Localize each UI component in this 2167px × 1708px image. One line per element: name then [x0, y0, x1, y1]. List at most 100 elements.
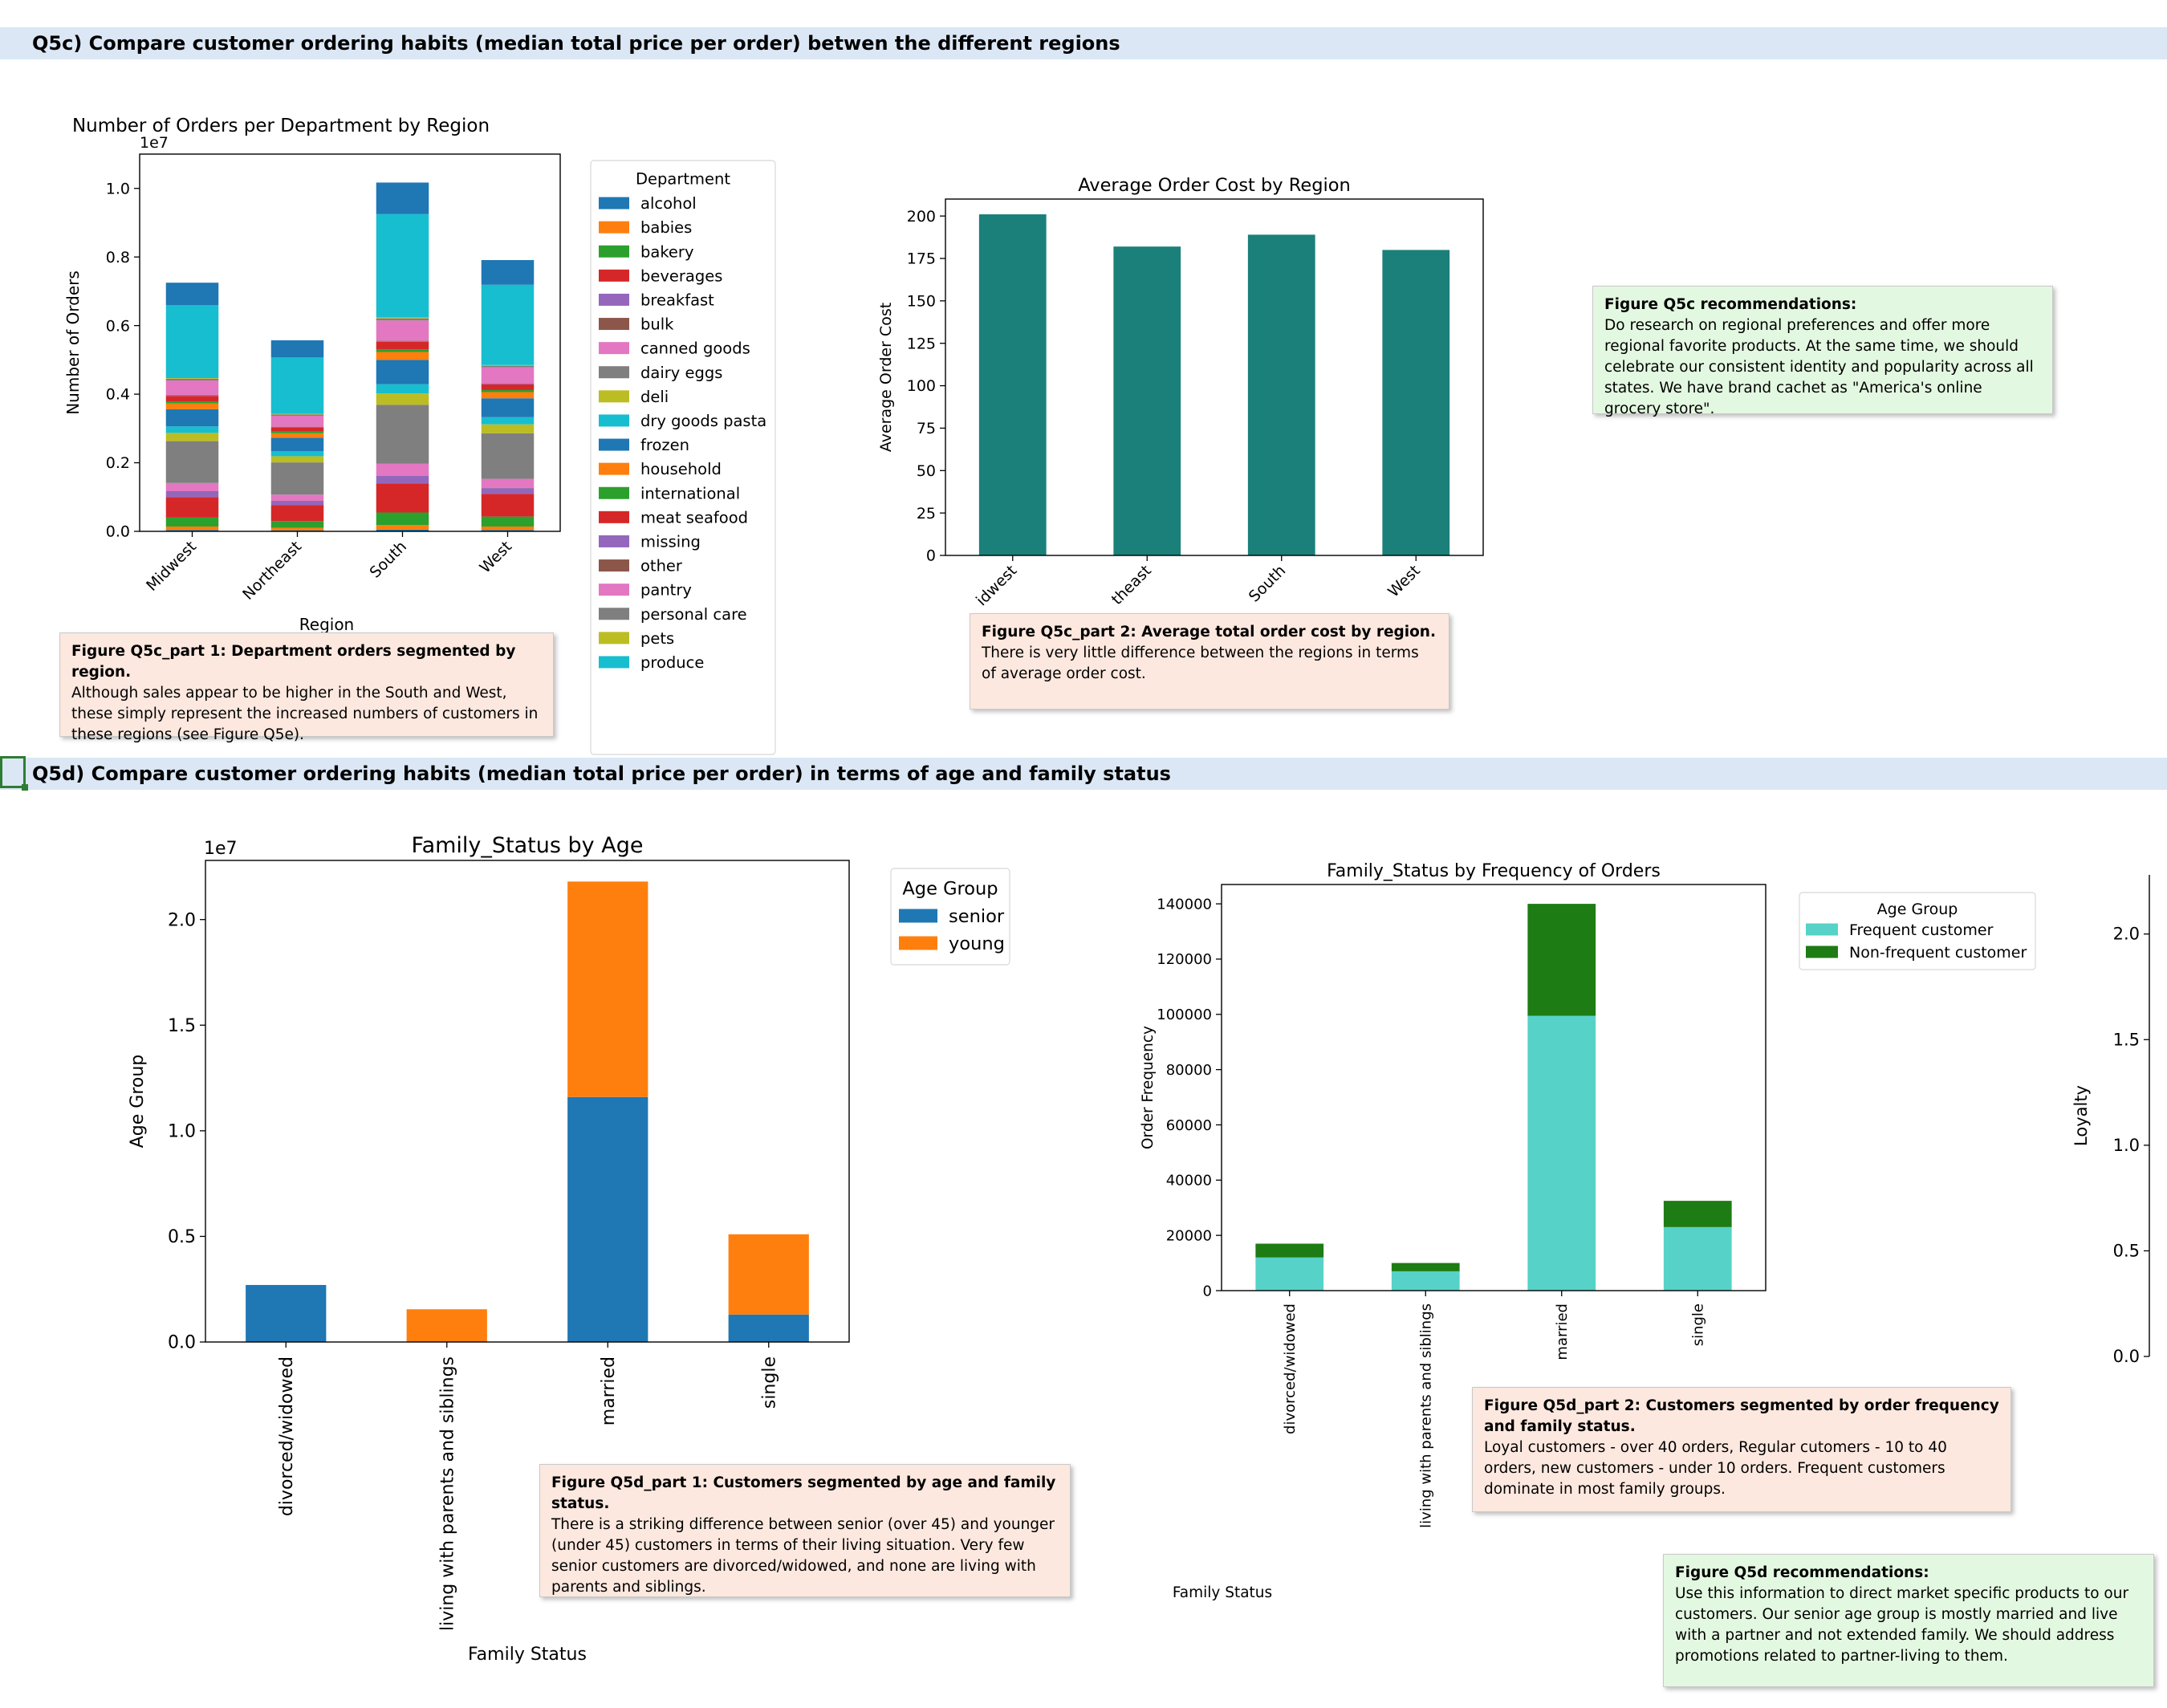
- x-tick-label: West: [1384, 562, 1424, 601]
- bar-living-with-parents-and-siblings-young: [406, 1309, 487, 1342]
- bar-northeast-international: [270, 431, 324, 433]
- legend-swatch-canned-goods: [599, 342, 629, 355]
- bar-northeast-bakery: [270, 521, 324, 528]
- y-tick-label: 140000: [1157, 896, 1212, 913]
- y-tick-label: 1.0: [2113, 1136, 2140, 1155]
- y-tick-label: 0.2: [106, 454, 130, 472]
- bar-northeast-pantry: [270, 416, 324, 427]
- note-q5c-recommendations: Figure Q5c recommendations: Do research …: [1592, 286, 2053, 417]
- bar-northeast-dry-goods-pasta: [270, 451, 324, 457]
- x-tick-label: South: [366, 538, 410, 582]
- legend-swatch-meat-seafood: [599, 510, 629, 523]
- chart-title: Family_Status by Frequency of Orders: [1327, 861, 1661, 881]
- bar-midwest-produce: [165, 305, 219, 379]
- bar-midwest-international: [165, 401, 219, 404]
- x-tick-label: married: [599, 1356, 619, 1425]
- bar-south-bakery: [376, 512, 429, 526]
- plot-frame: [1221, 884, 1767, 1291]
- bar-divorced-widowed-frequent-customer: [1255, 1257, 1324, 1291]
- bar-married-frequent-customer: [1527, 1015, 1596, 1291]
- note-q5d-recs-body: Use this information to direct market sp…: [1675, 1585, 2129, 1665]
- bar-south-international: [376, 349, 429, 352]
- legend-label-international: international: [640, 484, 740, 502]
- y-tick-label: 40000: [1166, 1173, 1212, 1190]
- note-q5c-part2: Figure Q5c_part 2: Average total order c…: [970, 613, 1449, 710]
- legend-title: Age Group: [902, 879, 998, 900]
- legend-swatch-senior: [899, 909, 937, 923]
- bar-northeast-value: [1113, 246, 1181, 555]
- note-q5c-part1-body: Although sales appear to be higher in th…: [71, 685, 539, 743]
- bar-west-produce: [481, 284, 535, 365]
- bar-west-dry-goods-pasta: [481, 417, 535, 425]
- bar-midwest-canned-goods: [165, 482, 219, 492]
- selected-cell-cursor[interactable]: [0, 756, 28, 791]
- legend-title: Department: [636, 170, 730, 189]
- bar-west-frozen: [481, 398, 535, 417]
- bar-midwest-breakfast: [165, 491, 219, 498]
- bar-west-household: [481, 392, 535, 399]
- legend-swatch-frozen: [599, 438, 629, 451]
- section-title-q5d: Q5d) Compare customer ordering habits (m…: [32, 762, 1171, 785]
- bar-south-pantry: [376, 320, 429, 341]
- bar-west-deli: [481, 424, 535, 433]
- y-tick-label: 0.5: [168, 1227, 196, 1247]
- legend-swatch-missing: [599, 535, 629, 547]
- legend-swatch-pantry: [599, 584, 629, 596]
- bar-south-series-20: [376, 182, 429, 214]
- legend-swatch-frequent-customer: [1806, 923, 1838, 936]
- plot-frame: [139, 153, 561, 532]
- note-q5d-part2-body: Loyal customers - over 40 orders, Regula…: [1484, 1439, 1947, 1498]
- bar-married-non-frequent-customer: [1527, 904, 1596, 1016]
- bar-west-babies: [481, 527, 535, 531]
- y-tick-label: 120000: [1157, 951, 1212, 968]
- bar-living-with-parents-and-siblings-non-frequent-customer: [1391, 1263, 1460, 1271]
- y-tick-label: 50: [917, 462, 936, 480]
- bar-northeast-produce: [270, 357, 324, 414]
- legend-swatch-bakery: [599, 245, 629, 258]
- legend-swatch-pets: [599, 632, 629, 645]
- bar-south-canned-goods: [376, 463, 429, 476]
- x-tick-label: divorced/widowed: [1282, 1303, 1299, 1434]
- legend-label-babies: babies: [640, 218, 692, 237]
- y-tick-label: 20000: [1166, 1227, 1212, 1244]
- y-tick-label: 75: [917, 420, 936, 437]
- legend-swatch-beverages: [599, 269, 629, 282]
- avg-order-cost-chart: Average Order Cost by Region 0 25 50 75 100 12…: [877, 175, 1484, 609]
- bar-west-beverages: [481, 494, 535, 517]
- family-status-by-age-chart: Family_Status by Age 1e7 0.0 0.5 1.0 1.5 2.0 Ag…: [128, 833, 1010, 1665]
- legend-box: [1799, 892, 2036, 970]
- x-tick-label: idwest: [973, 562, 1020, 609]
- bar-west-value: [1382, 250, 1450, 555]
- bar-midwest-household: [165, 403, 219, 409]
- y-tick-label: 125: [907, 335, 936, 352]
- legend-swatch-non-frequent-customer: [1806, 946, 1838, 958]
- y-tick-label: 25: [917, 505, 936, 523]
- legend-title: Age Group: [1877, 901, 1958, 918]
- bar-midwest-babies: [165, 527, 219, 531]
- bar-northeast-beverages: [270, 505, 324, 522]
- legend-label-breakfast: breakfast: [640, 291, 714, 309]
- bar-west-series-20: [481, 260, 535, 285]
- bar-south-meat-seafood: [376, 341, 429, 350]
- section-header-q5d: Q5d) Compare customer ordering habits (m…: [0, 758, 2167, 790]
- legend-swatch-produce: [599, 656, 629, 669]
- y-tick-label: 200: [907, 208, 936, 226]
- legend-label-alcohol: alcohol: [640, 194, 697, 213]
- bar-west-meat-seafood: [481, 384, 535, 390]
- x-axis-label: Region: [299, 615, 354, 634]
- bar-midwest-value: [978, 214, 1047, 555]
- bar-northeast-series-20: [270, 340, 324, 358]
- legend-swatch-dairy-eggs: [599, 366, 629, 379]
- y-axis-label: Loyalty: [2071, 1085, 2091, 1146]
- legend-swatch-babies: [599, 221, 629, 234]
- bar-south-breakfast: [376, 475, 429, 484]
- bar-midwest-beverages: [165, 497, 219, 518]
- bar-south-pets: [376, 317, 429, 319]
- note-q5d-part1-head: Figure Q5d_part 1: Customers segmented b…: [551, 1474, 1056, 1512]
- note-q5c-part2-body: There is very little difference between …: [982, 645, 1419, 682]
- note-q5d-part1: Figure Q5d_part 1: Customers segmented b…: [539, 1464, 1071, 1597]
- bar-west-international: [481, 389, 535, 392]
- note-q5c-part1-head: Figure Q5c_part 1: Department orders seg…: [71, 643, 516, 681]
- legend-swatch-personal-care: [599, 608, 629, 620]
- bar-south-deli: [376, 393, 429, 405]
